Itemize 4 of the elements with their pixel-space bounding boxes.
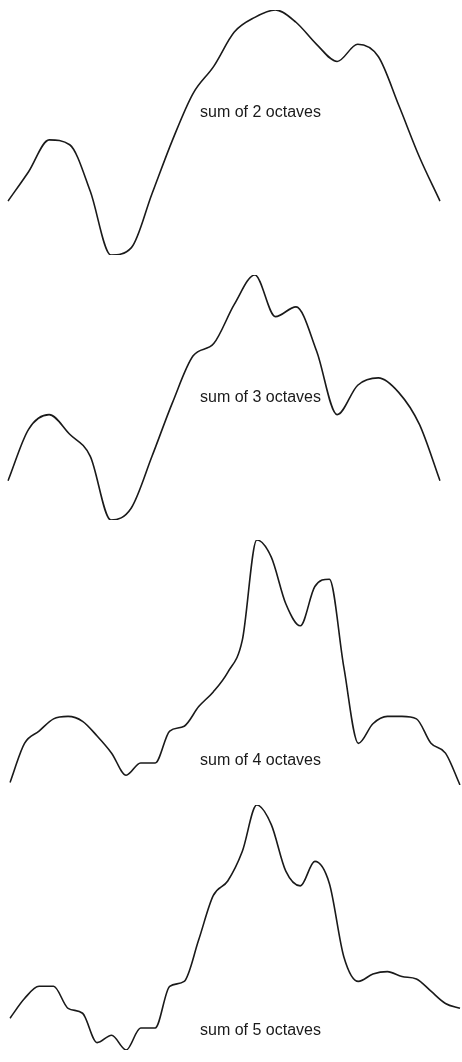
text: sum of 3 octaves [200,387,321,405]
text: sum of 2 octaves [200,103,321,121]
text: sum of 4 octaves [200,750,321,768]
text: sum of 5 octaves [200,1020,321,1038]
